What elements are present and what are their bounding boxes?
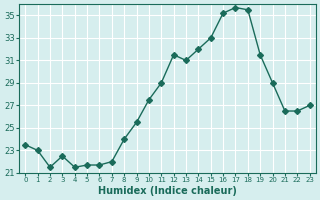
X-axis label: Humidex (Indice chaleur): Humidex (Indice chaleur) [98, 186, 237, 196]
